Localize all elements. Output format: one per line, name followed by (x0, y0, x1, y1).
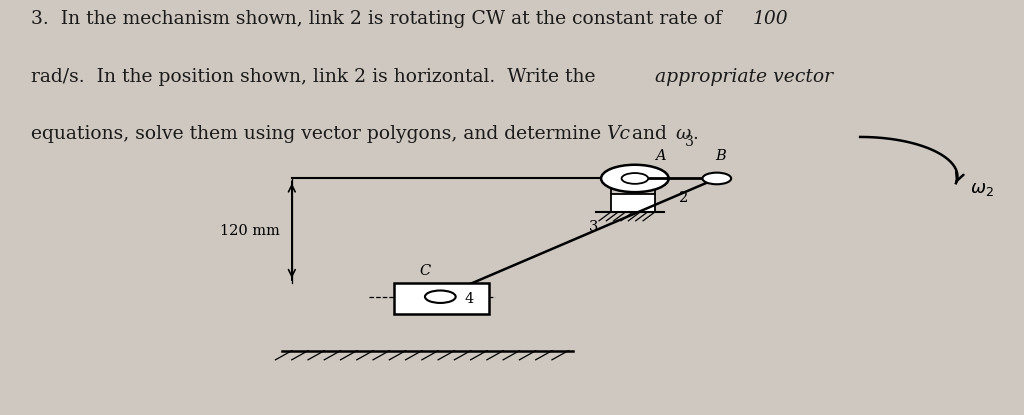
Text: 2: 2 (679, 191, 689, 205)
Text: Vc: Vc (606, 125, 630, 143)
Text: 4: 4 (464, 292, 474, 306)
Text: and: and (627, 125, 674, 143)
Text: equations, solve them using vector polygons, and determine: equations, solve them using vector polyg… (31, 125, 607, 143)
Text: A: A (655, 149, 666, 163)
Circle shape (601, 165, 669, 192)
Bar (394, 283, 489, 314)
Text: 3: 3 (685, 135, 694, 149)
Text: 100: 100 (753, 10, 787, 28)
Bar (611, 194, 655, 212)
Text: .: . (692, 125, 698, 143)
Text: appropriate vector: appropriate vector (654, 68, 833, 85)
Text: 3.  In the mechanism shown, link 2 is rotating CW at the constant rate of: 3. In the mechanism shown, link 2 is rot… (31, 10, 728, 28)
Text: 3: 3 (589, 220, 599, 234)
Text: 120 mm: 120 mm (220, 224, 280, 238)
Circle shape (425, 290, 456, 303)
Text: B: B (715, 149, 725, 163)
Circle shape (702, 173, 731, 184)
Text: rad/s.  In the position shown, link 2 is horizontal.  Write the: rad/s. In the position shown, link 2 is … (31, 68, 601, 85)
Text: ω: ω (675, 125, 690, 143)
Text: $\omega_2$: $\omega_2$ (970, 180, 993, 198)
Text: C: C (420, 264, 430, 278)
Circle shape (622, 173, 648, 184)
